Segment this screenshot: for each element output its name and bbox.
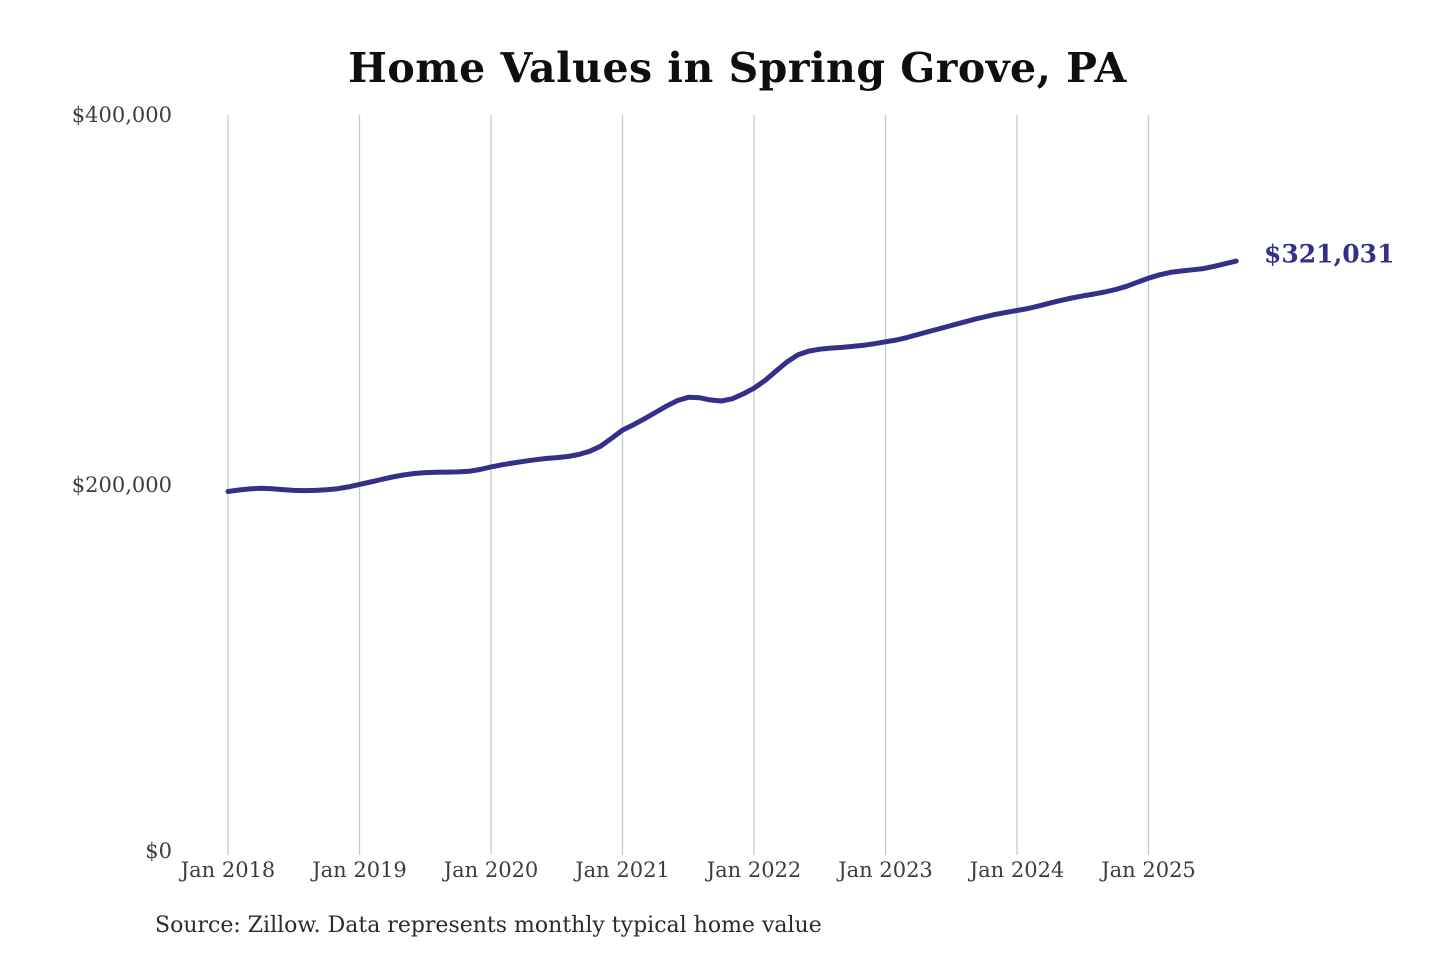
x-axis-tick-label: Jan 2022 bbox=[706, 858, 802, 882]
chart-title: Home Values in Spring Grove, PA bbox=[348, 44, 1127, 92]
source-note: Source: Zillow. Data represents monthly … bbox=[155, 913, 822, 938]
y-axis-tick-label: $400,000 bbox=[71, 103, 172, 127]
home-value-line bbox=[225, 258, 1239, 494]
y-axis-tick-label: $200,000 bbox=[71, 473, 172, 497]
end-value-label: $321,031 bbox=[1264, 239, 1395, 269]
x-axis-tick-label: Jan 2020 bbox=[443, 858, 539, 882]
x-axis-tick-label: Jan 2018 bbox=[180, 858, 276, 882]
x-axis-tick-label: Jan 2025 bbox=[1101, 858, 1196, 882]
y-axis-tick-label: $0 bbox=[145, 839, 172, 863]
x-axis-tick-label: Jan 2019 bbox=[312, 858, 407, 882]
x-axis-tick-label: Jan 2023 bbox=[838, 858, 933, 882]
x-axis-tick-label: Jan 2021 bbox=[575, 858, 670, 882]
x-axis-tick-label: Jan 2024 bbox=[969, 858, 1065, 882]
